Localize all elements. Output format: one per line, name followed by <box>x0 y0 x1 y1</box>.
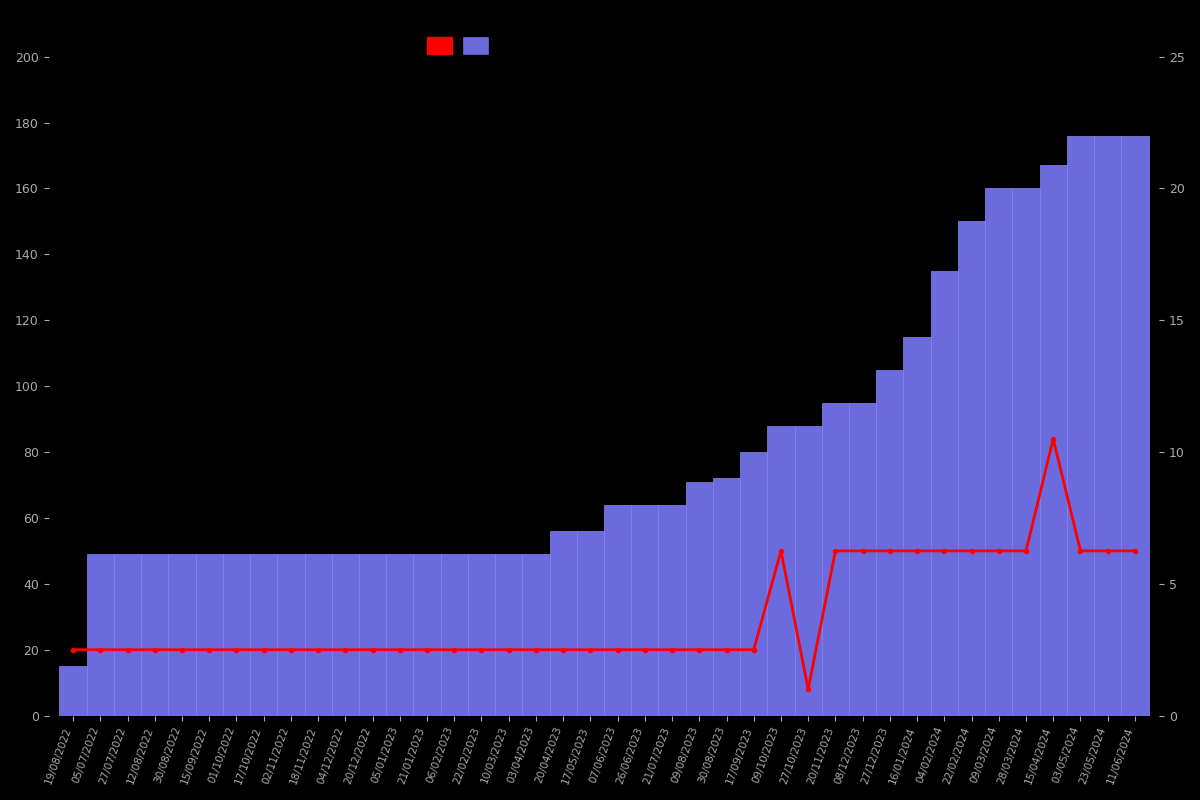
Bar <box>60 666 86 715</box>
Bar <box>550 531 577 715</box>
Bar <box>468 554 496 715</box>
Bar <box>631 505 659 715</box>
Bar <box>522 554 550 715</box>
Bar <box>386 554 414 715</box>
Bar <box>496 554 522 715</box>
Bar <box>931 271 958 715</box>
Bar <box>1039 166 1067 715</box>
Bar <box>359 554 386 715</box>
Bar <box>713 478 740 715</box>
Bar <box>142 554 168 715</box>
Legend: , : , <box>427 38 492 54</box>
Bar <box>604 505 631 715</box>
Bar <box>822 402 850 715</box>
Bar <box>794 426 822 715</box>
Bar <box>904 337 931 715</box>
Bar <box>114 554 142 715</box>
Bar <box>1121 136 1148 715</box>
Bar <box>577 531 604 715</box>
Bar <box>250 554 277 715</box>
Bar <box>985 189 1013 715</box>
Bar <box>414 554 440 715</box>
Bar <box>1013 189 1039 715</box>
Bar <box>958 222 985 715</box>
Bar <box>196 554 223 715</box>
Bar <box>740 452 767 715</box>
Bar <box>850 402 876 715</box>
Bar <box>305 554 331 715</box>
Bar <box>1067 136 1094 715</box>
Bar <box>659 505 685 715</box>
Bar <box>277 554 305 715</box>
Bar <box>168 554 196 715</box>
Bar <box>440 554 468 715</box>
Bar <box>685 482 713 715</box>
Bar <box>1094 136 1121 715</box>
Bar <box>767 426 794 715</box>
Bar <box>331 554 359 715</box>
Bar <box>876 370 904 715</box>
Bar <box>86 554 114 715</box>
Bar <box>223 554 250 715</box>
